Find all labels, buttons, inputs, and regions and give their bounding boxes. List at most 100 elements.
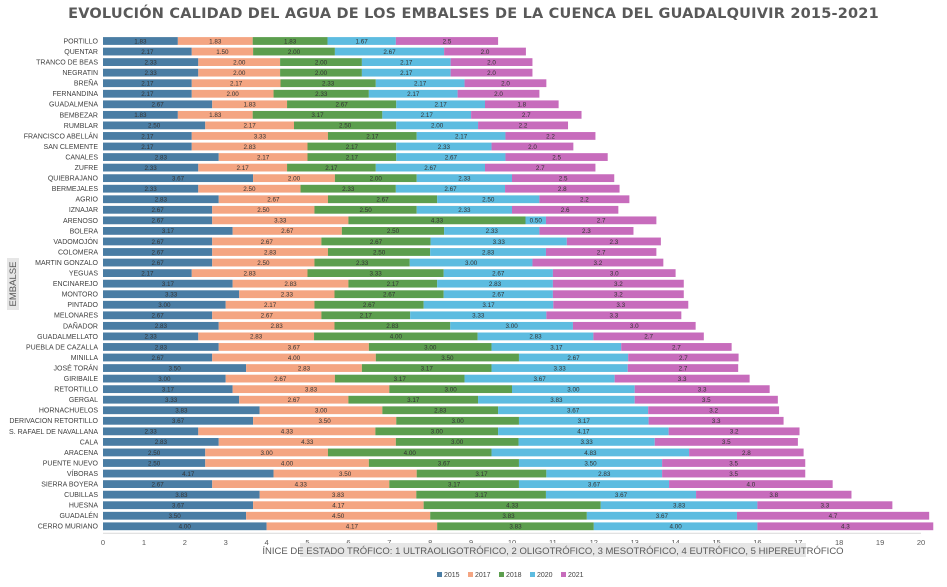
bar-segment-2021 bbox=[634, 385, 770, 394]
category-label: QUENTAR bbox=[64, 49, 98, 56]
category-label: S. RAFAEL DE NAVALLANA bbox=[9, 429, 98, 436]
x-axis-title-group: ÍNICE DE ESTADO TRÓFICO: 1 ULTRAOLIGOTRÓ… bbox=[262, 543, 844, 557]
category-label: ZUFRE bbox=[75, 165, 99, 172]
x-tick-label: 9 bbox=[469, 538, 473, 547]
data-label: 3.2 bbox=[614, 292, 623, 299]
data-label: 2.50 bbox=[339, 123, 352, 130]
bar-segment-2015 bbox=[103, 89, 192, 98]
bar-segment-2021 bbox=[505, 184, 620, 193]
bar-segment-2018 bbox=[375, 427, 499, 436]
data-label: 3.00 bbox=[424, 344, 437, 351]
bar-segment-2021 bbox=[395, 37, 499, 45]
bar-segment-2017 bbox=[177, 110, 253, 119]
data-label: 2.0 bbox=[481, 49, 490, 56]
category-label: YEGUAS bbox=[69, 271, 99, 278]
bar-segment-2020 bbox=[464, 374, 615, 383]
data-label: 3.50 bbox=[168, 513, 181, 520]
bar-segment-2018 bbox=[348, 216, 526, 225]
bar-segment-2021 bbox=[648, 406, 780, 415]
x-tick-label: 8 bbox=[428, 538, 432, 547]
data-label: 2.5 bbox=[559, 175, 568, 182]
bar-segment-2017 bbox=[212, 237, 322, 246]
data-label: 2.7 bbox=[522, 112, 531, 119]
x-tick-label: 15 bbox=[712, 538, 720, 547]
data-label: 3.17 bbox=[475, 492, 488, 499]
bar-segment-2015 bbox=[103, 58, 199, 66]
data-label: 3.67 bbox=[615, 492, 628, 499]
data-label: 2.0 bbox=[501, 81, 510, 88]
bar-segment-2015 bbox=[103, 79, 192, 88]
bar-segment-2020 bbox=[512, 385, 635, 394]
data-label: 1.83 bbox=[243, 102, 256, 109]
data-label: 2.33 bbox=[342, 186, 355, 193]
category-label: BEMBEZAR bbox=[59, 112, 98, 119]
data-label: 3.67 bbox=[588, 481, 601, 488]
bar-segment-2021 bbox=[614, 374, 750, 383]
bar-segment-2018 bbox=[416, 490, 546, 499]
bar-segment-2015 bbox=[103, 163, 199, 172]
category-label: RUMBLAR bbox=[64, 123, 98, 130]
bar-segment-2018 bbox=[314, 332, 478, 341]
data-label: 2.17 bbox=[400, 70, 413, 77]
bar-segment-2020 bbox=[491, 448, 690, 457]
x-tick-label: 17 bbox=[794, 538, 802, 547]
data-label: 2.0 bbox=[494, 91, 503, 98]
data-label: 3.00 bbox=[567, 386, 580, 393]
bar-segment-2015 bbox=[103, 501, 254, 510]
data-label: 3.3 bbox=[712, 418, 721, 425]
data-label: 2.17 bbox=[360, 313, 373, 320]
data-label: 2.67 bbox=[424, 165, 437, 172]
data-label: 2.2 bbox=[580, 197, 589, 204]
bar-segment-2018 bbox=[361, 364, 492, 372]
legend-label-2020: 2020 bbox=[537, 572, 553, 579]
data-label: 4.33 bbox=[431, 218, 444, 225]
bar-segment-2015 bbox=[103, 248, 213, 256]
bar-segment-2018 bbox=[307, 142, 397, 151]
bar-segment-2017 bbox=[191, 142, 308, 151]
bar-segment-2015 bbox=[103, 469, 274, 478]
data-label: 3.17 bbox=[550, 344, 563, 351]
bar-segment-2017 bbox=[266, 522, 438, 531]
bar-segment-2020 bbox=[586, 511, 737, 520]
data-label: 3.50 bbox=[319, 418, 332, 425]
bar-segment-2018 bbox=[334, 374, 465, 383]
bar-segment-2015 bbox=[103, 364, 247, 372]
data-label: 1.67 bbox=[356, 38, 369, 45]
data-label: 2.00 bbox=[315, 59, 328, 66]
bar-segment-2015 bbox=[103, 216, 213, 225]
bar-segment-2021 bbox=[485, 100, 559, 109]
data-label: 2.17 bbox=[366, 133, 379, 140]
data-label: 4.50 bbox=[332, 513, 345, 520]
bar-segment-2015 bbox=[103, 374, 226, 383]
category-label: CERRO MURIANO bbox=[38, 524, 99, 531]
category-label: TRANCO DE BEAS bbox=[36, 60, 98, 67]
bar-segment-2018 bbox=[368, 343, 492, 351]
data-label: 4.0 bbox=[746, 481, 755, 488]
x-tick-label: 19 bbox=[876, 538, 884, 547]
category-label: AGRIO bbox=[75, 197, 98, 204]
data-label: 4.00 bbox=[179, 524, 192, 531]
x-tick-label: 14 bbox=[671, 538, 679, 547]
bar-segment-2015 bbox=[103, 258, 213, 267]
x-tick-label: 20 bbox=[917, 538, 925, 547]
data-label: 2.50 bbox=[387, 228, 400, 235]
bar-segment-2015 bbox=[103, 480, 213, 488]
bar-segment-2020 bbox=[545, 490, 697, 499]
data-label: 4.17 bbox=[332, 503, 345, 510]
data-label: 2.67 bbox=[151, 355, 164, 362]
data-label: 2.50 bbox=[257, 207, 270, 214]
bar-segment-2017 bbox=[239, 290, 335, 299]
bar-segment-2018 bbox=[368, 459, 519, 467]
category-label: BERMEJALES bbox=[52, 186, 99, 193]
bar-segment-2021 bbox=[552, 279, 684, 288]
data-label: 2.17 bbox=[141, 133, 154, 140]
data-label: 2.83 bbox=[598, 471, 611, 478]
bar-segment-2021 bbox=[757, 522, 934, 531]
x-tick-label: 18 bbox=[835, 538, 843, 547]
bar-segment-2015 bbox=[103, 343, 219, 351]
bar-segment-2017 bbox=[212, 216, 349, 225]
bar-segment-2017 bbox=[212, 100, 288, 109]
bar-segment-2017 bbox=[212, 258, 315, 267]
x-tick-label: 3 bbox=[224, 538, 228, 547]
data-label: 2.17 bbox=[257, 154, 270, 161]
